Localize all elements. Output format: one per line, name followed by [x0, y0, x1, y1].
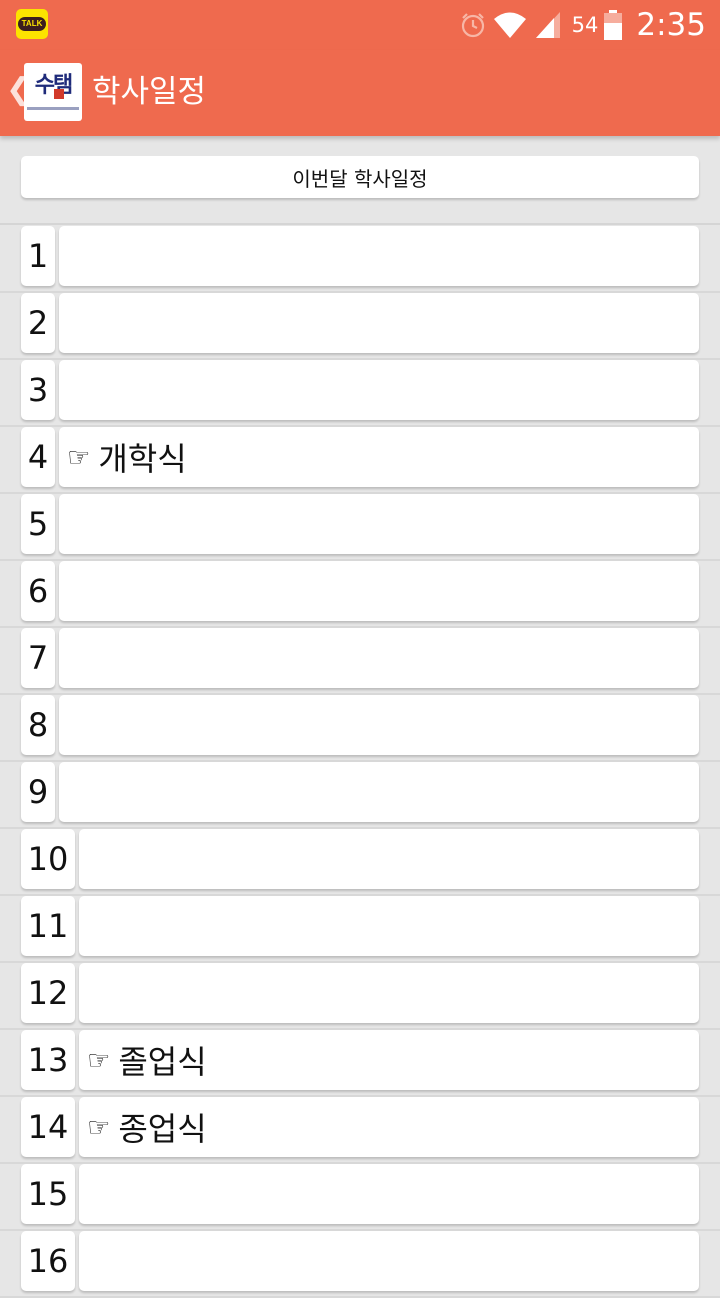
battery-percent: 54	[571, 13, 599, 37]
event-cell[interactable]: ☞ 개학식	[59, 427, 699, 487]
alarm-icon	[461, 13, 484, 38]
list-item: 1	[0, 226, 720, 293]
day-number: 6	[21, 561, 55, 621]
list-item: 10	[0, 829, 720, 896]
day-number: 14	[21, 1097, 75, 1157]
app-logo[interactable]: 수탬	[24, 63, 82, 121]
day-number: 11	[21, 896, 75, 956]
day-number: 10	[21, 829, 75, 889]
event-cell[interactable]	[79, 896, 699, 956]
event-cell[interactable]	[59, 494, 699, 554]
event-cell[interactable]	[79, 1164, 699, 1224]
app-bar: ❮ 수탬 학사일정	[0, 50, 720, 136]
day-number: 13	[21, 1030, 75, 1090]
event-cell[interactable]	[79, 963, 699, 1023]
pointing-hand-icon: ☞	[87, 1046, 111, 1076]
event-cell[interactable]: ☞ 종업식	[79, 1097, 699, 1157]
list-item: 15	[0, 1164, 720, 1231]
list-item: 4 ☞ 개학식	[0, 427, 720, 494]
list-item: 5	[0, 494, 720, 561]
list-item: 6	[0, 561, 720, 628]
pointing-hand-icon: ☞	[67, 443, 91, 473]
list-item: 11	[0, 896, 720, 963]
event-cell[interactable]	[59, 695, 699, 755]
logo-text: 수탬	[34, 73, 73, 98]
event-label: 종업식	[118, 1110, 207, 1148]
event-label: 졸업식	[118, 1043, 207, 1081]
day-number: 3	[21, 360, 55, 420]
kakaotalk-label: TALK	[17, 17, 47, 31]
day-number: 2	[21, 293, 55, 353]
list-item: 12	[0, 963, 720, 1030]
list-item: 2	[0, 293, 720, 360]
pointing-hand-icon: ☞	[87, 1113, 111, 1143]
list-item: 3	[0, 360, 720, 427]
day-number: 16	[21, 1231, 75, 1291]
battery-icon	[604, 10, 623, 40]
day-number: 12	[21, 963, 75, 1023]
list-item: 8	[0, 695, 720, 762]
page-title: 학사일정	[92, 74, 207, 110]
event-cell[interactable]: ☞ 졸업식	[79, 1030, 699, 1090]
kakaotalk-icon: TALK	[16, 9, 48, 39]
event-cell[interactable]	[59, 226, 699, 286]
event-cell[interactable]	[79, 1231, 699, 1291]
schedule-list: 1 2 3 4 ☞ 개학식 5 6 7 8 9 10 11 12 13 ☞ 졸업식 14 ☞ 종업식 15 16	[0, 226, 720, 1298]
status-icons: 54 2:35	[460, 0, 706, 50]
event-cell[interactable]	[59, 628, 699, 688]
clock: 2:35	[636, 7, 706, 43]
list-item: 14 ☞ 종업식	[0, 1097, 720, 1164]
this-month-schedule-button[interactable]: 이번달 학사일정	[21, 156, 699, 198]
logo-mark	[54, 89, 64, 99]
event-cell[interactable]	[79, 829, 699, 889]
day-number: 5	[21, 494, 55, 554]
event-label: 개학식	[98, 440, 187, 478]
event-cell[interactable]	[59, 762, 699, 822]
list-item: 16	[0, 1231, 720, 1298]
wifi-icon	[493, 12, 526, 38]
day-number: 9	[21, 762, 55, 822]
event-cell[interactable]	[59, 561, 699, 621]
event-cell[interactable]	[59, 293, 699, 353]
divider	[0, 223, 720, 225]
list-item: 7	[0, 628, 720, 695]
status-bar: TALK 54 2:35	[0, 0, 720, 50]
logo-subline	[27, 107, 79, 110]
day-number: 15	[21, 1164, 75, 1224]
list-item: 13 ☞ 졸업식	[0, 1030, 720, 1097]
day-number: 7	[21, 628, 55, 688]
list-item: 9	[0, 762, 720, 829]
event-cell[interactable]	[59, 360, 699, 420]
signal-icon	[535, 12, 560, 38]
day-number: 4	[21, 427, 55, 487]
day-number: 1	[21, 226, 55, 286]
day-number: 8	[21, 695, 55, 755]
